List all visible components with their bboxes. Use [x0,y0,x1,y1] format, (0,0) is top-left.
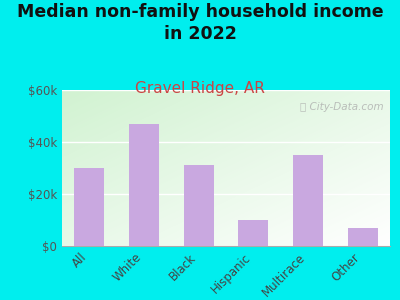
Bar [184,165,214,246]
Bar [129,124,159,246]
Text: Median non-family household income
in 2022: Median non-family household income in 20… [17,3,383,43]
Text: ⓘ City-Data.com: ⓘ City-Data.com [300,103,384,112]
Bar [238,220,268,246]
Bar [293,155,323,246]
Text: Gravel Ridge, AR: Gravel Ridge, AR [135,81,265,96]
Bar [348,228,378,246]
Bar [74,168,104,246]
